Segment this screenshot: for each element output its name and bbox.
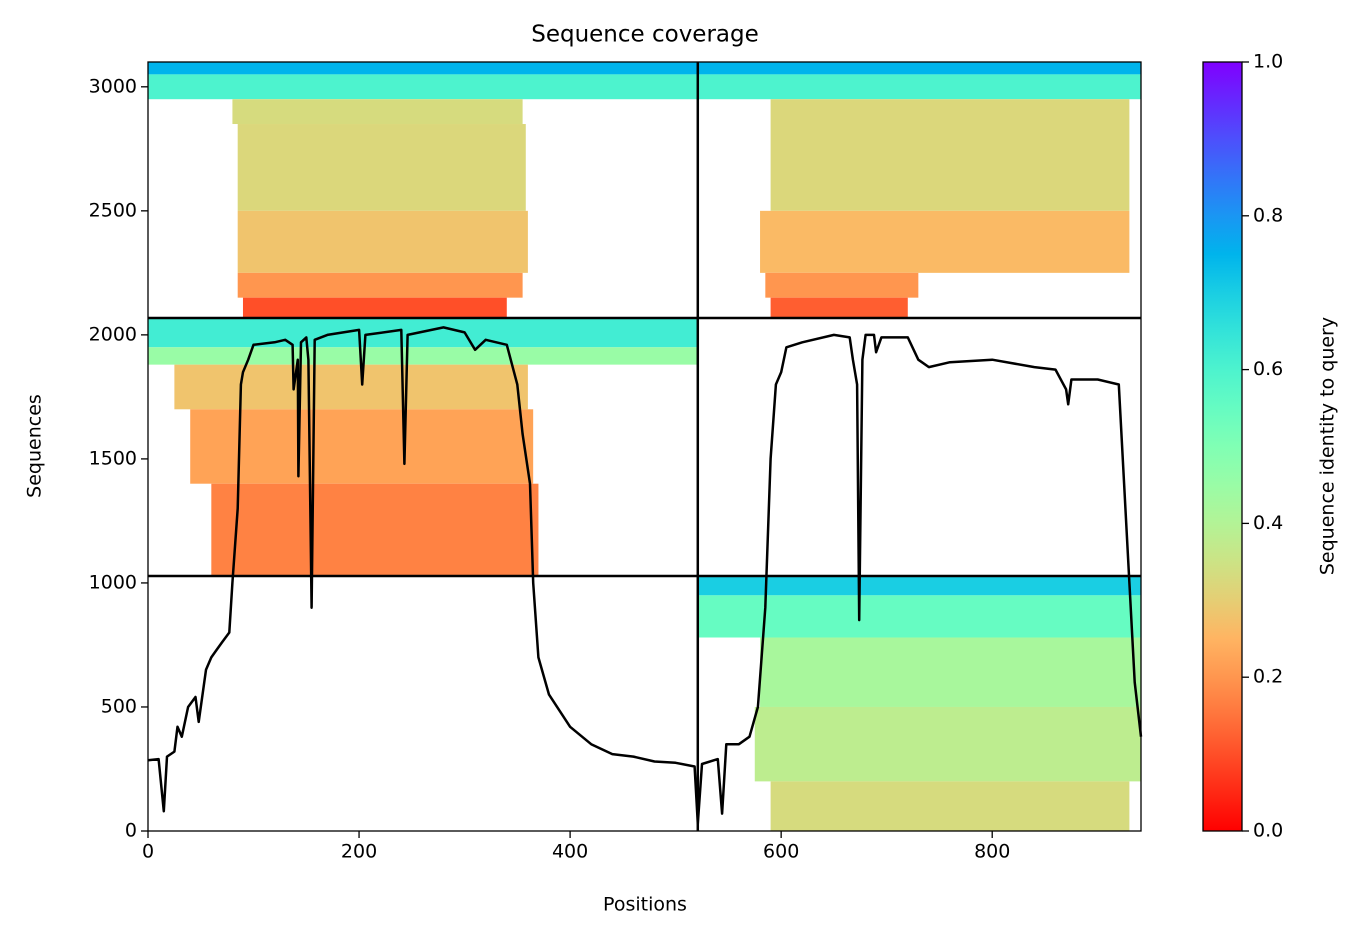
y-tick-label: 1000	[89, 571, 137, 593]
coverage-band	[190, 409, 534, 484]
coverage-band	[148, 62, 698, 75]
coverage-band	[697, 575, 1141, 596]
coverage-band	[232, 99, 523, 125]
y-tick-label: 500	[101, 695, 137, 717]
coverage-band	[770, 99, 1130, 211]
y-axis-label: Sequences	[24, 394, 46, 498]
coverage-band	[760, 637, 1141, 707]
plot-frame	[147, 61, 1142, 832]
colorbar	[1202, 61, 1243, 832]
coverage-band	[148, 74, 698, 100]
x-tick-label: 400	[552, 841, 588, 863]
x-tick-label: 800	[974, 841, 1010, 863]
x-tick-label: 200	[341, 841, 377, 863]
colorbar-tick-label: 1.0	[1253, 51, 1283, 73]
x-tick-label: 600	[763, 841, 799, 863]
coverage-band	[697, 595, 1141, 638]
coverage-band	[237, 272, 523, 298]
colorbar-label: Sequence identity to query	[1317, 317, 1339, 575]
coverage-band	[760, 210, 1130, 273]
colorbar-tick-label: 0.4	[1253, 512, 1283, 534]
x-axis-label: Positions	[603, 894, 687, 916]
coverage-band	[765, 272, 919, 298]
coverage-band	[770, 297, 908, 319]
coverage-band	[242, 297, 507, 319]
x-tick-label: 0	[142, 841, 154, 863]
coverage-line	[147, 326, 1143, 825]
coverage-band	[237, 124, 526, 211]
y-tick-label: 2500	[89, 199, 137, 221]
y-tick-label: 1500	[89, 447, 137, 469]
coverage-band	[174, 364, 528, 410]
chart-title: Sequence coverage	[531, 22, 759, 48]
coverage-band	[754, 706, 1141, 782]
colorbar-tick-label: 0.2	[1253, 666, 1283, 688]
y-tick-label: 3000	[89, 75, 137, 97]
y-tick-label: 2000	[89, 323, 137, 345]
coverage-band	[697, 74, 1141, 100]
colorbar-tick-label: 0.6	[1253, 358, 1283, 380]
coverage-band	[770, 781, 1130, 831]
coverage-band	[237, 210, 528, 273]
colorbar-tick-label: 0.0	[1253, 820, 1283, 842]
coverage-band	[211, 483, 539, 576]
coverage-band	[697, 62, 1141, 75]
colorbar-tick-label: 0.8	[1253, 204, 1283, 226]
y-tick-label: 0	[125, 820, 137, 842]
coverage-band	[148, 347, 698, 365]
